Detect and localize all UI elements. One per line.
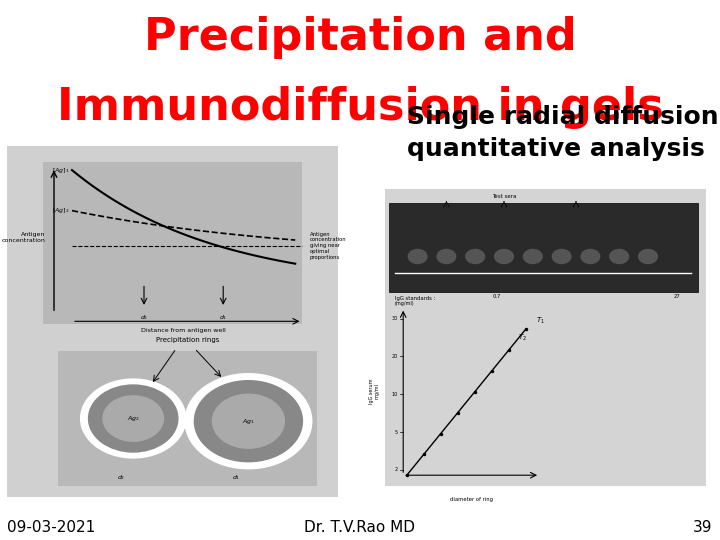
Circle shape — [437, 249, 456, 264]
Circle shape — [81, 379, 186, 458]
Text: $[Ag]_2$: $[Ag]_2$ — [53, 206, 70, 215]
Text: $d_2$: $d_2$ — [117, 473, 125, 482]
Circle shape — [610, 249, 629, 264]
Bar — [43, 162, 302, 324]
Circle shape — [89, 385, 178, 452]
Text: Precipitation and: Precipitation and — [143, 16, 577, 59]
Text: 30: 30 — [391, 316, 397, 321]
Text: Distance from antigen well: Distance from antigen well — [141, 328, 226, 333]
Circle shape — [581, 249, 600, 264]
Circle shape — [194, 381, 302, 462]
Text: 5: 5 — [395, 429, 397, 435]
Circle shape — [523, 249, 542, 264]
Circle shape — [212, 394, 284, 448]
Text: (mg/ml): (mg/ml) — [395, 301, 414, 306]
Circle shape — [103, 396, 163, 441]
Bar — [58, 351, 317, 486]
Text: $[Ag]_1$: $[Ag]_1$ — [53, 166, 70, 174]
Text: Test sera: Test sera — [492, 194, 516, 199]
Circle shape — [408, 249, 427, 264]
Text: IgG serum
mg/ml: IgG serum mg/ml — [369, 379, 380, 404]
Text: $T_2$: $T_2$ — [518, 333, 527, 342]
Text: Antigen
concentration: Antigen concentration — [1, 232, 45, 243]
Circle shape — [639, 249, 657, 264]
Circle shape — [185, 374, 312, 469]
Text: 0.7: 0.7 — [492, 294, 501, 299]
Text: $d_1$: $d_1$ — [219, 313, 228, 322]
Bar — [7, 146, 338, 497]
Text: IgG standards :: IgG standards : — [395, 296, 435, 301]
Text: 20: 20 — [391, 354, 397, 359]
Text: 27: 27 — [673, 294, 680, 299]
Text: 10: 10 — [391, 392, 397, 397]
Text: 2: 2 — [395, 467, 397, 472]
Circle shape — [552, 249, 571, 264]
Bar — [385, 189, 706, 486]
Text: Single radial diffusion –
quantitative analysis: Single radial diffusion – quantitative a… — [407, 105, 720, 161]
Text: $Ag_2$: $Ag_2$ — [127, 414, 140, 423]
Text: Antigen
concentration
giving near
optimal
proportions: Antigen concentration giving near optima… — [310, 232, 346, 260]
Text: $d_1$: $d_1$ — [232, 473, 240, 482]
Text: $T_1$: $T_1$ — [536, 316, 545, 326]
Text: $Ag_1$: $Ag_1$ — [242, 417, 255, 426]
Circle shape — [495, 249, 513, 264]
Text: 09-03-2021: 09-03-2021 — [7, 519, 96, 535]
Text: Immunodiffusion in gels: Immunodiffusion in gels — [57, 86, 663, 130]
Bar — [389, 202, 698, 292]
Text: 39: 39 — [693, 519, 713, 535]
Circle shape — [466, 249, 485, 264]
Text: Precipitation rings: Precipitation rings — [156, 337, 219, 343]
Text: $d_2$: $d_2$ — [140, 313, 148, 322]
Text: diameter of ring: diameter of ring — [450, 497, 493, 502]
Text: Dr. T.V.Rao MD: Dr. T.V.Rao MD — [305, 519, 415, 535]
